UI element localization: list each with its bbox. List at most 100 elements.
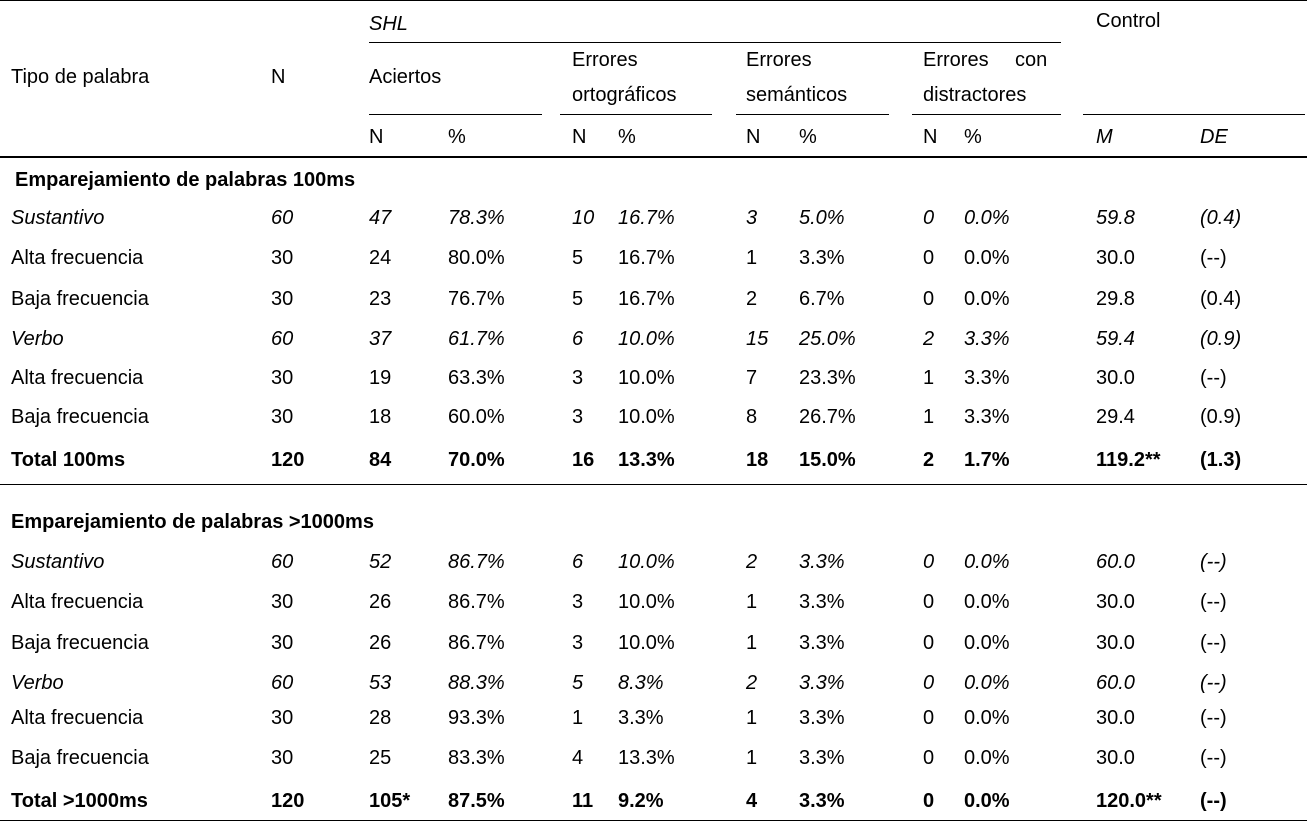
cell-distractores-n: 0 — [923, 672, 935, 694]
cell-ortograficos-pct: 16.7% — [618, 207, 675, 229]
cell-control-de: (--) — [1200, 632, 1227, 654]
cell-control-de: (--) — [1200, 790, 1227, 812]
cell-ortograficos-pct: 16.7% — [618, 247, 675, 269]
cell-ortograficos-pct: 10.0% — [618, 328, 675, 350]
table-row: Baja frecuencia 30 25 83.3% 4 13.3% 1 3.3% 0 0.0%… — [0, 746, 1307, 774]
cell-control-de: (--) — [1200, 591, 1227, 613]
cell-aciertos-n: 26 — [369, 632, 392, 654]
cell-semanticos-pct: 5.0% — [799, 207, 845, 229]
cell-n: 60 — [271, 551, 294, 573]
cell-semanticos-n: 7 — [746, 367, 758, 389]
cell-ortograficos-n: 3 — [572, 406, 584, 428]
cell-control-m: 30.0 — [1096, 367, 1135, 389]
cell-distractores-n: 0 — [923, 790, 935, 812]
cell-aciertos-n: 23 — [369, 288, 392, 310]
cell-tipo: Baja frecuencia — [11, 288, 149, 310]
cell-tipo: Baja frecuencia — [11, 632, 149, 654]
cell-ortograficos-n: 5 — [572, 672, 584, 694]
cell-control-de: (--) — [1200, 247, 1227, 269]
cell-n: 60 — [271, 328, 294, 350]
subheader-rule — [736, 114, 889, 115]
cell-semanticos-pct: 3.3% — [799, 632, 845, 654]
cell-ortograficos-n: 5 — [572, 247, 584, 269]
subheader-ortograficos-pct: % — [618, 126, 636, 148]
cell-n: 30 — [271, 632, 294, 654]
table-row: Alta frecuencia 30 26 86.7% 3 10.0% 1 3.3% 0 0.0%… — [0, 590, 1307, 618]
cell-distractores-pct: 0.0% — [964, 632, 1010, 654]
cell-ortograficos-pct: 8.3% — [618, 672, 664, 694]
table-row: Verbo 60 53 88.3% 5 8.3% 2 3.3% 0 0.0% 60.0 (--) — [0, 671, 1307, 699]
header-errores-semanticos-line1: Errores — [746, 49, 812, 71]
cell-ortograficos-pct: 16.7% — [618, 288, 675, 310]
cell-aciertos-pct: 87.5% — [448, 790, 505, 812]
cell-tipo: Sustantivo — [11, 207, 105, 229]
cell-aciertos-pct: 70.0% — [448, 449, 505, 471]
cell-distractores-pct: 0.0% — [964, 707, 1010, 729]
cell-control-de: (0.4) — [1200, 288, 1242, 310]
cell-semanticos-pct: 23.3% — [799, 367, 856, 389]
cell-tipo: Alta frecuencia — [11, 707, 144, 729]
subheader-distractores-n: N — [923, 126, 938, 148]
cell-control-de: (0.9) — [1200, 406, 1242, 428]
cell-ortograficos-n: 1 — [572, 707, 584, 729]
table-bottom-rule — [0, 820, 1307, 821]
cell-distractores-pct: 0.0% — [964, 790, 1010, 812]
cell-aciertos-n: 47 — [369, 207, 392, 229]
cell-ortograficos-pct: 13.3% — [618, 449, 675, 471]
table-row: Verbo 60 37 61.7% 6 10.0% 15 25.0% 2 3.3% 59.4 (0.9… — [0, 327, 1307, 355]
cell-n: 120 — [271, 449, 305, 471]
cell-semanticos-pct: 25.0% — [799, 328, 856, 350]
cell-distractores-n: 1 — [923, 406, 935, 428]
subheader-control-de: DE — [1200, 126, 1228, 148]
cell-tipo: Alta frecuencia — [11, 591, 144, 613]
cell-ortograficos-pct: 10.0% — [618, 632, 675, 654]
cell-semanticos-n: 1 — [746, 591, 758, 613]
cell-tipo: Alta frecuencia — [11, 367, 144, 389]
cell-semanticos-n: 1 — [746, 247, 758, 269]
subheader-rule — [1083, 114, 1305, 115]
header-errores-distractores-line1b: con — [1015, 49, 1048, 71]
cell-semanticos-pct: 3.3% — [799, 707, 845, 729]
cell-semanticos-n: 15 — [746, 328, 769, 350]
cell-n: 30 — [271, 367, 294, 389]
table-row: Baja frecuencia 30 18 60.0% 3 10.0% 8 26.7% 1 3.3… — [0, 405, 1307, 433]
cell-ortograficos-n: 3 — [572, 632, 584, 654]
cell-aciertos-pct: 93.3% — [448, 707, 505, 729]
subheader-distractores-pct: % — [964, 126, 982, 148]
table-row: Baja frecuencia 30 23 76.7% 5 16.7% 2 6.7% 0 0.0%… — [0, 287, 1307, 315]
cell-semanticos-pct: 3.3% — [799, 247, 845, 269]
cell-ortograficos-n: 3 — [572, 591, 584, 613]
cell-ortograficos-n: 11 — [572, 790, 594, 812]
cell-aciertos-pct: 80.0% — [448, 247, 505, 269]
cell-control-m: 29.4 — [1096, 406, 1135, 428]
cell-ortograficos-pct: 10.0% — [618, 406, 675, 428]
cell-distractores-n: 0 — [923, 632, 935, 654]
cell-aciertos-pct: 76.7% — [448, 288, 505, 310]
cell-distractores-n: 0 — [923, 247, 935, 269]
cell-n: 60 — [271, 672, 294, 694]
cell-semanticos-n: 8 — [746, 406, 758, 428]
cell-aciertos-n: 19 — [369, 367, 392, 389]
cell-control-de: (--) — [1200, 551, 1227, 573]
cell-semanticos-n: 1 — [746, 747, 758, 769]
cell-control-m: 30.0 — [1096, 632, 1135, 654]
cell-distractores-pct: 0.0% — [964, 747, 1010, 769]
cell-ortograficos-n: 5 — [572, 288, 584, 310]
cell-n: 30 — [271, 747, 294, 769]
cell-aciertos-n: 37 — [369, 328, 392, 350]
subheader-control-m: M — [1096, 126, 1113, 148]
cell-distractores-n: 0 — [923, 551, 935, 573]
cell-tipo: Baja frecuencia — [11, 747, 149, 769]
cell-control-m: 120.0** — [1096, 790, 1162, 812]
cell-control-de: (--) — [1200, 747, 1227, 769]
cell-semanticos-n: 4 — [746, 790, 758, 812]
cell-aciertos-n: 105* — [369, 790, 411, 812]
cell-semanticos-pct: 3.3% — [799, 551, 845, 573]
cell-control-m: 60.0 — [1096, 672, 1135, 694]
cell-distractores-pct: 0.0% — [964, 247, 1010, 269]
cell-aciertos-pct: 61.7% — [448, 328, 505, 350]
cell-aciertos-n: 52 — [369, 551, 392, 573]
cell-semanticos-pct: 3.3% — [799, 747, 845, 769]
cell-distractores-pct: 0.0% — [964, 672, 1010, 694]
header-errores-distractores-line2: distractores — [923, 84, 1027, 106]
